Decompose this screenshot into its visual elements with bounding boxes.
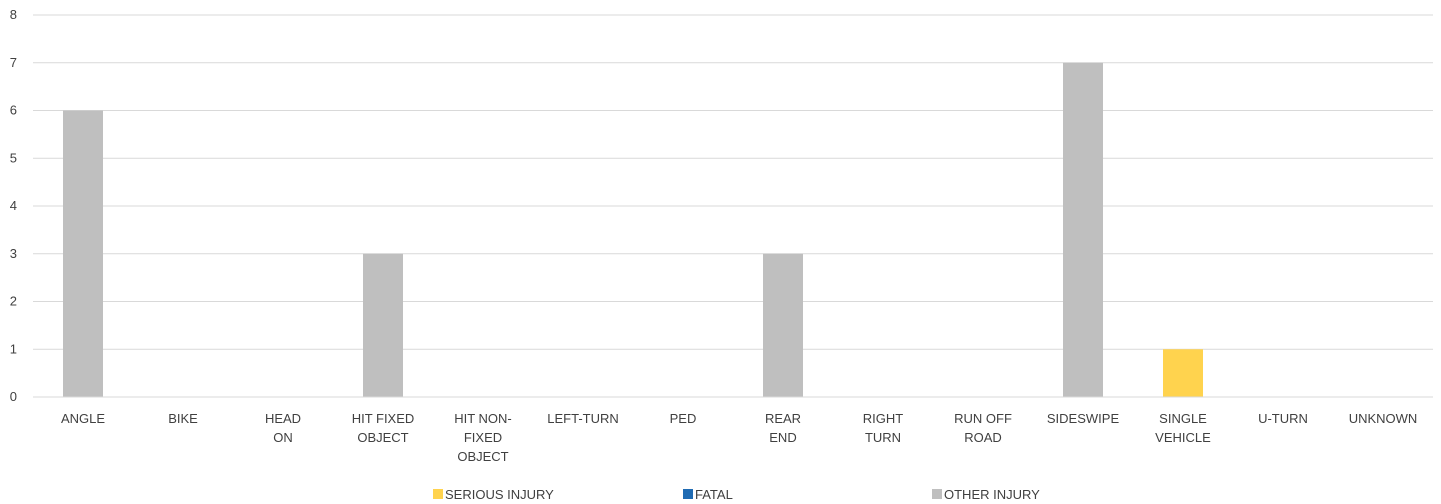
- x-category-label: LEFT-TURN: [547, 411, 619, 426]
- bar-other-injury-7: [763, 253, 803, 397]
- x-category-label: REAR END: [765, 411, 801, 445]
- x-axis-category-labels: ANGLE BIKE HEAD ON HIT FIXED OBJECT HIT NON-FI…: [61, 411, 1417, 464]
- y-tick-label: 8: [10, 7, 17, 22]
- y-tick-label: 0: [10, 389, 17, 404]
- bars: [63, 62, 1203, 397]
- x-category-label: RIGHT TURN: [863, 411, 904, 445]
- legend-swatch-other-injury: [932, 489, 942, 499]
- y-tick-label: 5: [10, 150, 17, 165]
- y-tick-label: 1: [10, 341, 17, 356]
- legend-label-other-injury: OTHER INJURY: [944, 487, 1040, 502]
- legend-label-serious-injury: SERIOUS INJURY: [445, 487, 554, 502]
- x-category-label: HEAD ON: [265, 411, 301, 445]
- legend-label-fatal: FATAL: [695, 487, 733, 502]
- y-tick-label: 6: [10, 103, 17, 118]
- x-category-label: BIKE: [168, 411, 198, 426]
- x-category-label: HIT FIXED OBJECT: [352, 411, 415, 445]
- legend-swatch-fatal: [683, 489, 693, 499]
- x-category-label: ANGLE: [61, 411, 105, 426]
- x-category-label: PED: [670, 411, 697, 426]
- bar-other-injury-10: [1063, 62, 1103, 397]
- x-category-label: UNKNOWN: [1349, 411, 1418, 426]
- y-tick-label: 3: [10, 246, 17, 261]
- x-category-label: SINGLE VEHICLE: [1155, 411, 1211, 445]
- bar-other-injury-0: [63, 110, 103, 397]
- y-tick-label: 2: [10, 294, 17, 309]
- x-category-label: HIT NON-FIXED OBJECT: [454, 411, 512, 464]
- legend: SERIOUS INJURY FATAL OTHER INJURY: [433, 487, 1040, 502]
- legend-swatch-serious-injury: [433, 489, 443, 499]
- gridlines: [33, 14, 1433, 350]
- bar-serious-injury-11: [1163, 349, 1203, 397]
- x-category-label: U-TURN: [1258, 411, 1308, 426]
- bar-other-injury-3: [363, 253, 403, 397]
- y-tick-label: 7: [10, 55, 17, 70]
- y-tick-label: 4: [10, 198, 17, 213]
- y-axis-tick-labels: 0 1 2 3 4 5 6 7 8: [10, 7, 17, 404]
- x-category-label: RUN OFF ROAD: [954, 411, 1012, 445]
- x-category-label: SIDESWIPE: [1047, 411, 1120, 426]
